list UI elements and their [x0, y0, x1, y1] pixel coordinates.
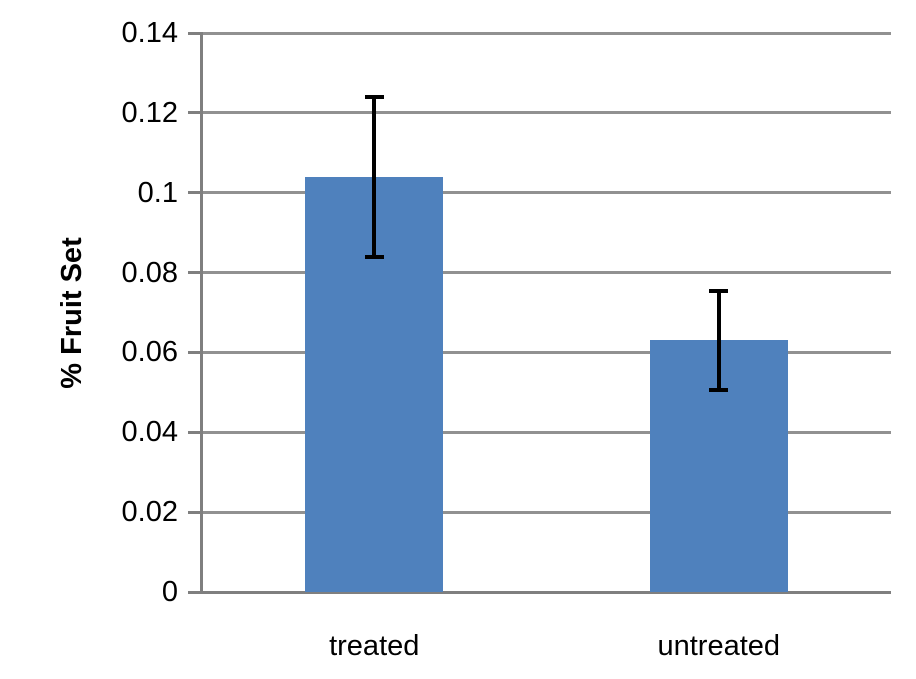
y-tick-label: 0.12: [121, 96, 178, 129]
y-tick-label: 0.1: [137, 176, 178, 209]
x-category-label-treated: treated: [329, 630, 420, 662]
error-bar-line-untreated: [716, 290, 721, 391]
y-tick-label: 0.02: [121, 496, 178, 529]
y-tick-mark: [188, 430, 202, 434]
error-bar-cap-bottom-treated: [364, 254, 384, 259]
x-category-label-untreated: untreated: [657, 630, 781, 662]
gridline: [202, 271, 891, 275]
gridline: [202, 31, 891, 35]
y-tick-label: 0.04: [121, 416, 178, 449]
y-tick-label: 0: [161, 576, 178, 608]
y-tick-mark: [188, 271, 202, 275]
gridline: [202, 191, 891, 195]
gridline: [202, 430, 891, 434]
y-tick-mark: [188, 590, 202, 594]
y-tick-label: 0.08: [121, 256, 178, 289]
gridline: [202, 510, 891, 514]
error-bar-cap-top-untreated: [709, 288, 729, 293]
gridline: [202, 350, 891, 354]
error-bar-cap-bottom-untreated: [709, 388, 729, 393]
y-tick-mark: [188, 510, 202, 514]
y-tick-label: 0.06: [121, 336, 178, 369]
y-tick-mark: [188, 31, 202, 35]
gridline: [202, 111, 891, 115]
y-tick-label: 0.14: [121, 17, 178, 49]
y-tick-mark: [188, 111, 202, 115]
y-tick-mark: [188, 191, 202, 195]
error-bar-line-treated: [372, 96, 377, 257]
y-axis-line: [200, 31, 203, 594]
y-tick-mark: [188, 350, 202, 354]
error-bar-cap-top-treated: [364, 94, 384, 99]
x-axis-line: [202, 590, 891, 594]
